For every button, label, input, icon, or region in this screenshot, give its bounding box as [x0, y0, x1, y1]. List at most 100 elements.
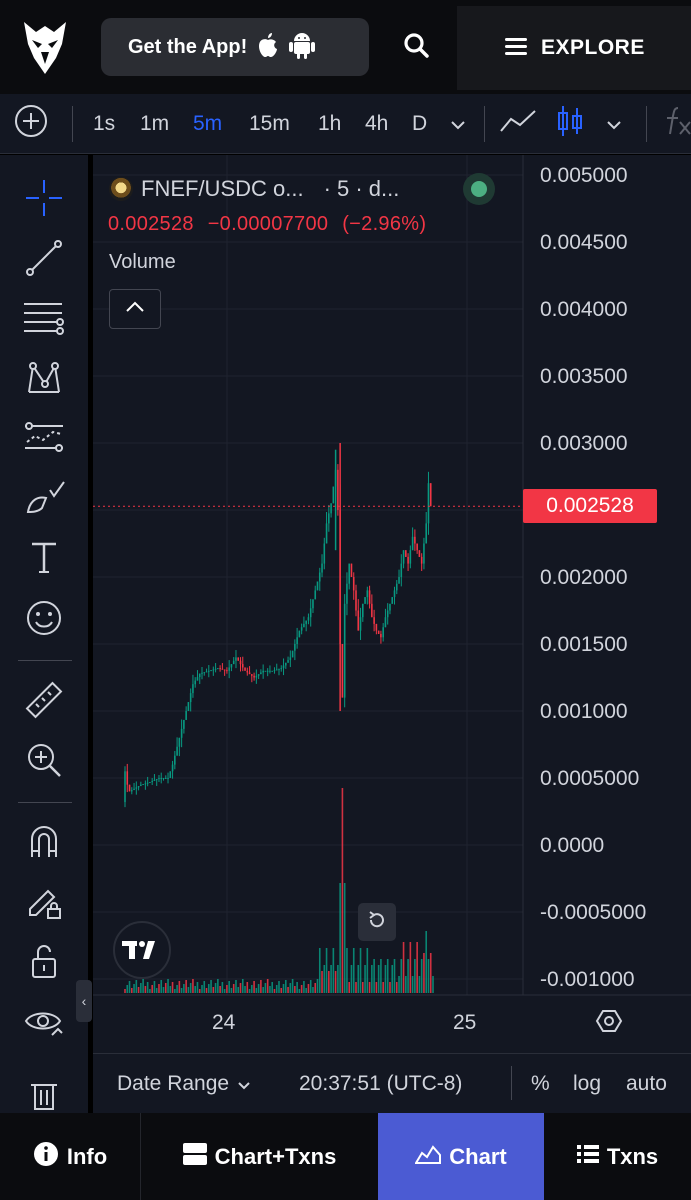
- magnet-tool[interactable]: [16, 818, 72, 868]
- intervals-dropdown-button[interactable]: [450, 94, 466, 154]
- volume-bar: [137, 987, 140, 993]
- fib-tool[interactable]: [16, 295, 72, 345]
- chart-tab[interactable]: Chart: [378, 1113, 544, 1200]
- volume-bar: [355, 982, 357, 993]
- date-range-button[interactable]: Date Range: [117, 1054, 251, 1114]
- price-candle: [155, 779, 158, 781]
- percent-scale-toggle[interactable]: %: [531, 1072, 550, 1095]
- timezone-clock[interactable]: 20:37:51 (UTC-8): [299, 1072, 463, 1095]
- price-change-legend: 0.002528 −0.00007700 (−2.96%): [108, 213, 434, 236]
- price-candle: [180, 728, 183, 738]
- price-candle: [391, 597, 394, 604]
- tradingview-logo-icon[interactable]: [113, 921, 171, 979]
- emoji-tool[interactable]: [16, 595, 72, 645]
- interval-5m[interactable]: 5m: [193, 112, 223, 135]
- explore-button[interactable]: EXPLORE: [457, 6, 691, 90]
- interval-1h[interactable]: 1h: [318, 112, 342, 135]
- volume-bar: [339, 883, 341, 993]
- zoom-in-tool[interactable]: [16, 737, 72, 787]
- trash-icon: [26, 1080, 62, 1110]
- price-candle: [289, 657, 292, 661]
- volume-bar: [135, 980, 138, 993]
- forecast-tool[interactable]: [16, 415, 72, 465]
- price-axis-label: 0.003500: [540, 365, 628, 388]
- chart-txns-tab[interactable]: Chart+Txns: [141, 1113, 378, 1200]
- volume-bar: [343, 883, 346, 993]
- volume-bar: [223, 989, 226, 993]
- chart-settings-button[interactable]: [593, 1007, 625, 1039]
- brush-icon: [22, 478, 66, 523]
- text-tool[interactable]: [16, 535, 72, 585]
- trash-tool[interactable]: [16, 1080, 72, 1110]
- auto-scale-toggle[interactable]: auto: [626, 1072, 667, 1095]
- chart-tab-label: Chart: [449, 1143, 507, 1169]
- volume-bar: [294, 986, 296, 993]
- info-tab[interactable]: Info: [0, 1113, 140, 1200]
- eagle-logo-icon[interactable]: [22, 18, 68, 78]
- price-candle: [389, 603, 391, 611]
- price-candle: [205, 671, 208, 673]
- indicators-button[interactable]: [664, 94, 691, 154]
- price-candle: [194, 680, 197, 685]
- collapse-toolbar-button[interactable]: ‹: [76, 980, 92, 1022]
- price-candle: [237, 657, 240, 661]
- search-button[interactable]: [385, 18, 447, 76]
- pattern-tool[interactable]: [16, 355, 72, 405]
- price-candle: [212, 669, 215, 671]
- volume-bar: [164, 983, 167, 993]
- candlestick-icon: [556, 104, 584, 144]
- line-chart-type-button[interactable]: [500, 94, 536, 154]
- volume-bar: [176, 985, 178, 993]
- volume-bar: [169, 986, 172, 993]
- candles-chart-type-button[interactable]: [556, 94, 584, 154]
- txns-tab[interactable]: Txns: [544, 1113, 691, 1200]
- get-app-label: Get the App!: [128, 35, 248, 58]
- price-candle: [183, 719, 185, 729]
- add-symbol-button[interactable]: [14, 94, 48, 154]
- volume-bar: [337, 965, 339, 993]
- price-axis-label: 0.0000: [540, 834, 604, 857]
- lock-all-tool[interactable]: [16, 938, 72, 988]
- market-status-icon[interactable]: [463, 173, 495, 205]
- brush-tool[interactable]: [16, 475, 72, 525]
- volume-bar: [316, 979, 319, 993]
- hide-drawings-tool[interactable]: [16, 998, 72, 1048]
- price-chart[interactable]: 0.005000 0.004500 0.004000 0.003500 0.003000…: [93, 155, 691, 1053]
- reset-chart-button[interactable]: [358, 903, 396, 941]
- price-candle: [128, 784, 131, 792]
- price-candle: [176, 746, 178, 756]
- chevron-down-icon: [237, 1072, 251, 1096]
- price-candle: [348, 563, 351, 584]
- interval-d[interactable]: D: [412, 112, 428, 135]
- interval-15m[interactable]: 15m: [249, 112, 290, 135]
- legend-collapse-button[interactable]: [109, 289, 161, 329]
- chart-txns-tab-label: Chart+Txns: [214, 1143, 337, 1169]
- price-candle: [423, 543, 425, 564]
- price-candle: [164, 778, 167, 779]
- interval-1m[interactable]: 1m: [140, 112, 170, 135]
- measure-tool[interactable]: [16, 677, 72, 727]
- price-candle: [366, 590, 369, 598]
- chart-type-dropdown-button[interactable]: [606, 94, 622, 154]
- price-candle: [373, 617, 375, 624]
- price-candle: [291, 650, 294, 658]
- get-app-button[interactable]: Get the App!: [101, 18, 369, 76]
- price-candle: [230, 664, 233, 668]
- volume-bar: [144, 986, 147, 993]
- symbol-legend[interactable]: FNEF/USDC o... · 5 · d...: [109, 175, 399, 203]
- bottom-navigation: Info Chart+Txns Chart Txns: [0, 1113, 691, 1200]
- trendline-tool[interactable]: [16, 235, 72, 285]
- chart-canvas[interactable]: 0.005000 0.004500 0.004000 0.003500 0.003000…: [93, 155, 691, 1053]
- volume-bar: [251, 985, 253, 993]
- price-candle: [414, 536, 416, 544]
- price-candle: [146, 782, 149, 784]
- price-candle: [253, 675, 255, 678]
- top-header: Get the App! EXPLORE: [0, 0, 691, 94]
- interval-4h[interactable]: 4h: [365, 112, 389, 135]
- lock-drawing-mode-tool[interactable]: [16, 878, 72, 928]
- volume-bar: [151, 985, 153, 993]
- interval-1s[interactable]: 1s: [93, 112, 116, 135]
- crosshair-tool[interactable]: [16, 175, 72, 225]
- horizontal-lines-icon: [22, 298, 66, 343]
- log-scale-toggle[interactable]: log: [573, 1072, 602, 1095]
